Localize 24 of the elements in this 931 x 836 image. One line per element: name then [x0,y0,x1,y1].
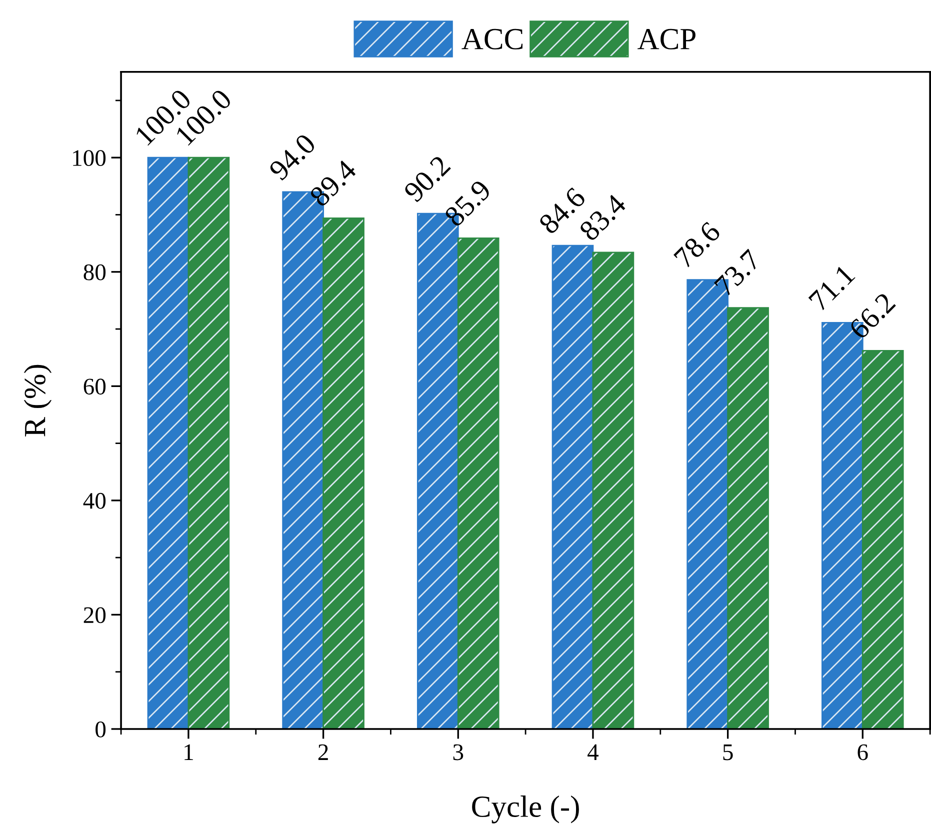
legend-label: ACP [638,28,696,50]
x-tick-label: 4 [588,744,599,760]
y-tick-label: 0 [96,721,106,738]
x-tick-label: 5 [723,744,733,760]
bar [727,307,769,729]
bar [457,237,500,729]
bar [147,156,190,729]
x-axis-title: Cycle (-) [472,796,579,824]
y-tick-label: 100 [73,150,106,166]
x-tick-label: 1 [184,744,193,760]
legend-label: ACC [462,28,522,50]
bar [552,244,594,729]
bar [188,156,230,729]
y-tick-label: 80 [84,264,106,280]
y-axis-title: R (%) [24,364,52,436]
y-tick-label: 20 [84,607,106,624]
y-tick-label: 60 [84,378,106,395]
x-tick-label: 3 [453,744,464,760]
bar [592,252,634,729]
bar [862,350,904,729]
x-tick-label: 2 [318,744,328,760]
y-tick-label: 40 [83,492,106,509]
bar [322,217,364,729]
x-tick-label: 6 [858,744,868,760]
